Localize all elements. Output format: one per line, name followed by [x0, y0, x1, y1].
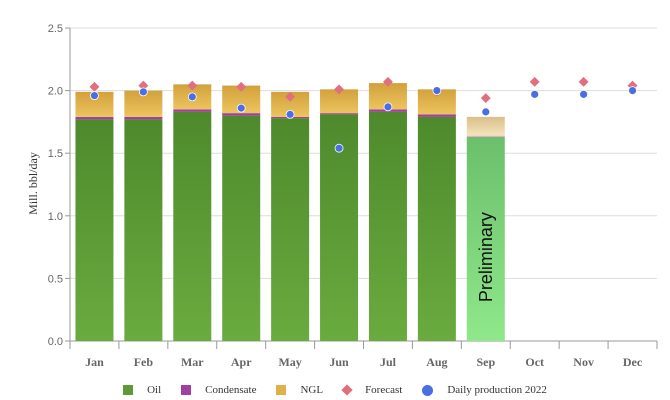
legend-item-daily-production[interactable]: Daily production 2022: [422, 384, 547, 396]
y-tick-label: 2.0: [48, 86, 63, 98]
x-tick-label: Oct: [525, 355, 544, 369]
bar-condensate: [173, 109, 212, 112]
bar-oil: [368, 111, 407, 341]
bar-oil: [417, 116, 456, 341]
x-tick-label: May: [278, 355, 301, 369]
bar-oil: [271, 118, 310, 341]
daily-production-marker: [628, 86, 637, 95]
forecast-marker: [89, 81, 100, 92]
daily-production-marker: [481, 107, 491, 117]
legend-label-daily-production: Daily production 2022: [447, 384, 547, 396]
daily-production-marker: [383, 102, 393, 112]
x-tick-label: Mar: [181, 355, 204, 369]
bar-condensate: [320, 113, 359, 115]
legend-item-condensate[interactable]: Condensate: [181, 384, 256, 396]
legend: Oil Condensate NGL Forecast Daily produc…: [0, 384, 670, 396]
daily-production-marker: [236, 103, 246, 113]
bar-oil: [173, 111, 212, 341]
bar-condensate: [417, 114, 456, 117]
forecast-marker: [480, 93, 491, 104]
bar-oil: [222, 115, 261, 341]
legend-swatch-condensate: [181, 385, 192, 395]
legend-label-oil: Oil: [147, 384, 162, 396]
x-tick-label: Apr: [231, 355, 252, 369]
y-tick-label: 2.5: [48, 23, 63, 35]
bar-condensate: [222, 113, 261, 116]
bar-ngl: [466, 116, 505, 136]
legend-swatch-ngl: [276, 385, 287, 395]
daily-production-marker: [138, 87, 148, 97]
x-tick-label: Feb: [134, 355, 154, 369]
bar-condensate: [75, 116, 114, 120]
daily-production-marker: [334, 143, 344, 153]
legend-label-condensate: Condensate: [205, 384, 257, 396]
chart: 0.0 0.5 1.0 1.5 2.0 2.5 Mill. bbl/day Jan Feb Mar…: [26, 23, 658, 369]
x-tick-label: Aug: [426, 355, 447, 369]
forecast-marker: [187, 80, 198, 91]
bar-ngl: [320, 89, 359, 114]
legend-label-forecast: Forecast: [365, 384, 403, 396]
x-tick-label: Jun: [329, 355, 349, 369]
bar-condensate: [466, 135, 505, 137]
daily-production-marker: [90, 91, 99, 101]
forecast-marker: [138, 80, 149, 91]
legend-item-oil[interactable]: Oil: [123, 384, 161, 396]
legend-item-forecast[interactable]: Forecast: [341, 384, 403, 396]
legend-label-ngl: NGL: [300, 384, 324, 396]
bar-oil: [124, 119, 163, 342]
daily-production-marker: [530, 89, 540, 99]
forecast-marker: [236, 81, 247, 92]
y-axis-label: Mill. bbl/day: [26, 152, 40, 215]
bar-oil: [466, 136, 505, 341]
x-tick-label: Jan: [85, 355, 104, 369]
daily-production-marker: [187, 92, 197, 102]
daily-production-marker: [579, 89, 589, 99]
bar-oil: [75, 119, 114, 342]
y-tick-label: 0.5: [48, 273, 63, 285]
bar-condensate: [124, 116, 163, 120]
x-tick-label: Dec: [623, 355, 643, 369]
y-tick-label: 0.0: [48, 336, 63, 348]
y-tick-label: 1.5: [48, 148, 63, 160]
legend-swatch-daily-production: [422, 384, 434, 396]
daily-production-marker: [285, 109, 295, 119]
y-tick-label: 1.0: [48, 211, 63, 223]
x-tick-label: Nov: [573, 355, 594, 369]
forecast-marker: [529, 76, 540, 87]
preliminary-annotation: Preliminary: [476, 212, 496, 302]
x-tick-label: Jul: [380, 355, 397, 369]
x-tick-label: Sep: [476, 355, 495, 369]
legend-item-ngl[interactable]: NGL: [276, 384, 323, 396]
legend-swatch-oil: [123, 385, 134, 395]
legend-swatch-forecast: [341, 384, 353, 396]
forecast-marker: [578, 76, 589, 87]
daily-production-marker: [432, 86, 442, 95]
